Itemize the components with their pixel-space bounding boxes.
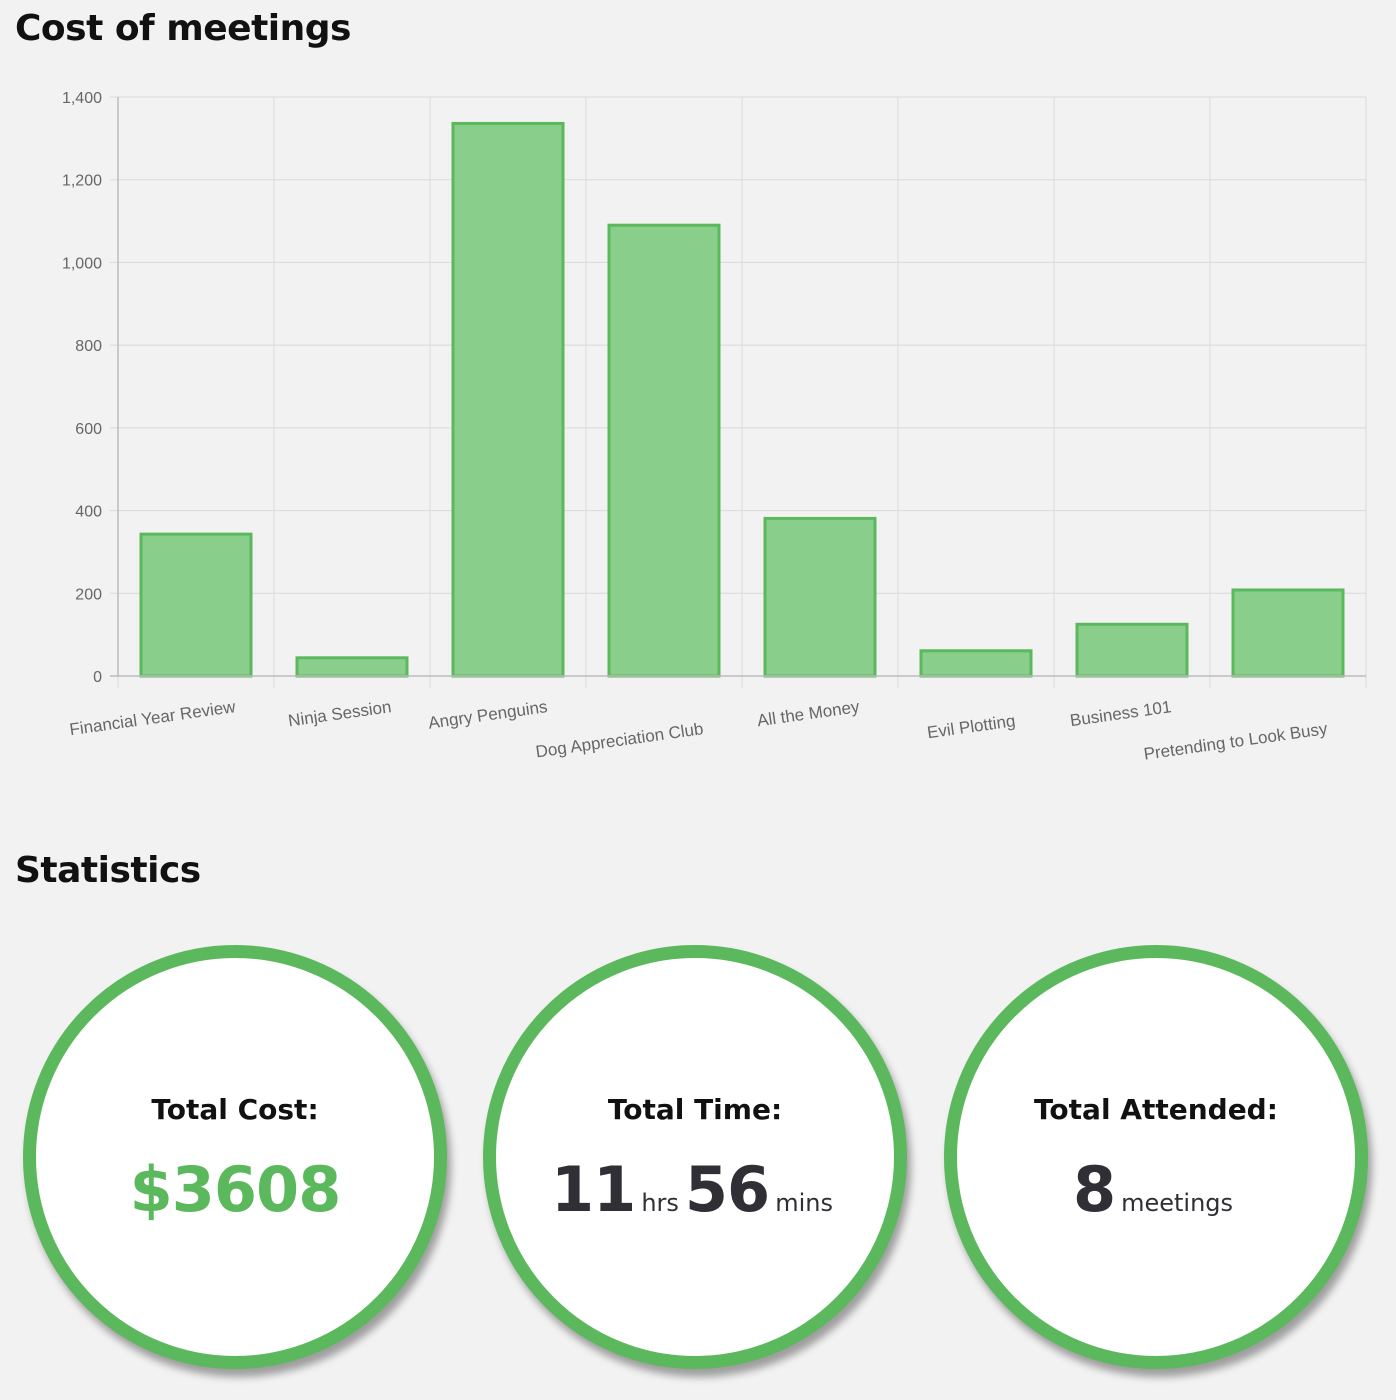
x-tick-label: Financial Year Review xyxy=(68,697,237,739)
chart-bars xyxy=(139,121,1345,678)
total-cost-value-row: $3608 xyxy=(36,1153,434,1226)
chart-axes xyxy=(110,97,1366,677)
x-tick-label: Dog Appreciation Club xyxy=(534,719,704,761)
y-tick-label: 200 xyxy=(75,586,102,603)
total-time-hours-unit: hrs xyxy=(641,1189,679,1217)
chart-gridlines xyxy=(110,96,1367,688)
bar xyxy=(139,532,253,678)
y-tick-label: 600 xyxy=(75,421,102,438)
x-tick-label: All the Money xyxy=(756,697,861,730)
y-tick-label: 1,200 xyxy=(62,173,102,190)
y-tick-label: 1,400 xyxy=(62,90,102,107)
chart-section-title: Cost of meetings xyxy=(15,8,351,49)
bar xyxy=(451,121,565,678)
x-tick-label: Angry Penguins xyxy=(427,697,549,733)
bar xyxy=(763,516,877,678)
y-tick-label: 800 xyxy=(75,338,102,355)
bar xyxy=(607,223,721,678)
total-cost-value: $3608 xyxy=(129,1153,342,1226)
total-time-minutes: 56 xyxy=(684,1153,770,1226)
bar xyxy=(919,649,1033,678)
bar xyxy=(295,656,409,678)
total-attended-count: 8 xyxy=(1072,1153,1116,1226)
statistics-title: Statistics xyxy=(15,850,201,891)
total-attended-unit: meetings xyxy=(1121,1189,1234,1217)
total-cost-label: Total Cost: xyxy=(151,1093,319,1126)
bar xyxy=(1231,588,1345,678)
total-time-card: Total Time: 11 hrs56 mins xyxy=(483,945,907,1369)
bar xyxy=(1075,622,1189,678)
total-time-label: Total Time: xyxy=(607,1093,783,1126)
total-time-hours: 11 xyxy=(551,1153,636,1226)
x-tick-label: Pretending to Look Busy xyxy=(1142,719,1329,764)
y-tick-label: 400 xyxy=(75,504,102,521)
y-tick-label: 0 xyxy=(93,669,102,686)
total-time-value-row: 11 hrs56 mins xyxy=(496,1153,894,1226)
x-tick-label: Business 101 xyxy=(1069,697,1173,730)
total-cost-card: Total Cost: $3608 xyxy=(23,945,447,1369)
total-time-minutes-unit: mins xyxy=(775,1189,833,1217)
x-tick-label: Evil Plotting xyxy=(926,711,1017,742)
total-attended-value-row: 8 meetings xyxy=(957,1153,1355,1226)
total-attended-label: Total Attended: xyxy=(1034,1093,1278,1126)
total-attended-card: Total Attended: 8 meetings xyxy=(944,945,1368,1369)
x-tick-label: Ninja Session xyxy=(287,697,393,730)
y-tick-label: 1,000 xyxy=(62,255,102,272)
cost-bar-chart: 0 200 400 600 800 1,000 1,200 1,400 Financial Ye… xyxy=(62,90,1367,764)
